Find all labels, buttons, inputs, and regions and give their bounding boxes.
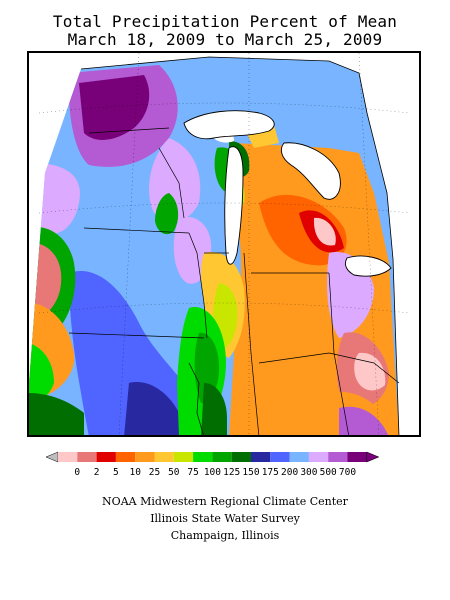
lake-erie [344,255,392,277]
border-mn-ia [83,227,190,234]
zone-sw-dark-blue [124,382,179,435]
border-ia-mo [68,332,205,339]
zone-sw-dark-green [29,393,84,435]
zone-mi-light-pink [313,217,336,246]
legend-tick-label: 10 [129,467,141,478]
precipitation-shading [29,57,399,435]
border-mn-wi [158,147,185,219]
legend-swatch [154,452,174,462]
legend-high-arrow [366,451,380,463]
state-boundaries [68,127,400,435]
legend-swatch [173,452,194,462]
great-lakes [183,110,392,277]
lake-superior [183,110,275,140]
legend-swatch [193,452,213,462]
zone-west-lime [29,343,54,403]
legend-tick-label: 500 [320,467,337,478]
legend: 0 2 5 10 25 50 75 100 125 150 175 200 300 500 700 [45,451,380,478]
legend-swatch [96,452,116,462]
legend-swatch [135,452,155,462]
legend-tick-label: 700 [339,467,356,478]
legend-tick-label: 100 [204,467,221,478]
legend-tick-label: 300 [300,467,317,478]
region-outline [80,56,400,435]
zone-wi-green [155,193,179,235]
zone-se-light-pink [354,352,386,391]
map-title: Total Precipitation Percent of Mean [52,12,398,31]
precipitation-map [29,53,410,435]
legend-swatch [347,452,367,462]
border-in-oh [328,272,349,435]
map-date-range: March 18, 2009 to March 25, 2009 [67,30,383,49]
legend-swatch [270,452,290,462]
border-ky-north [258,352,330,364]
legend-swatch [58,452,78,462]
legend-swatch [231,452,251,462]
legend-tick-label: 0 [74,467,80,478]
legend-color-bar [45,451,380,463]
zone-se-purple [339,406,389,435]
lake-huron [280,142,341,200]
legend-swatch [251,452,271,462]
legend-tick-label: 5 [113,467,119,478]
zone-nw-dark-purple [79,75,150,140]
border-mo-il-river [188,362,204,435]
legend-tick-label: 75 [187,467,198,478]
lake-michigan [224,146,244,265]
credit-organization: NOAA Midwestern Regional Climate Center [102,495,348,508]
legend-tick-label: 200 [281,467,298,478]
graticule [38,53,410,435]
zone-il-dark-green [201,383,227,435]
legend-tick-label: 175 [262,467,279,478]
border-ky-wv [328,352,400,384]
credit-location: Champaign, Illinois [170,529,280,542]
legend-tick-label: 125 [223,467,240,478]
zone-il-green [194,332,219,403]
legend-swatch [115,452,136,462]
legend-swatch [77,452,97,462]
legend-swatch [308,452,329,462]
legend-tick-label: 150 [242,467,259,478]
legend-tick-label: 2 [94,467,100,478]
legend-tick-label: 50 [168,467,180,478]
legend-tick-label: 25 [149,467,160,478]
legend-labels: 0 2 5 10 25 50 75 100 125 150 175 200 300 500 700 [74,467,356,478]
legend-swatch [212,452,232,462]
zone-west-lavender [39,163,80,235]
legend-swatch [328,452,348,462]
legend-low-arrow [45,451,59,463]
border-mn-nd [88,127,170,134]
legend-swatch [289,452,309,462]
map-panel [27,51,421,437]
border-il-in [243,252,260,435]
border-wi-il [188,232,208,339]
credit-survey: Illinois State Water Survey [150,512,300,525]
